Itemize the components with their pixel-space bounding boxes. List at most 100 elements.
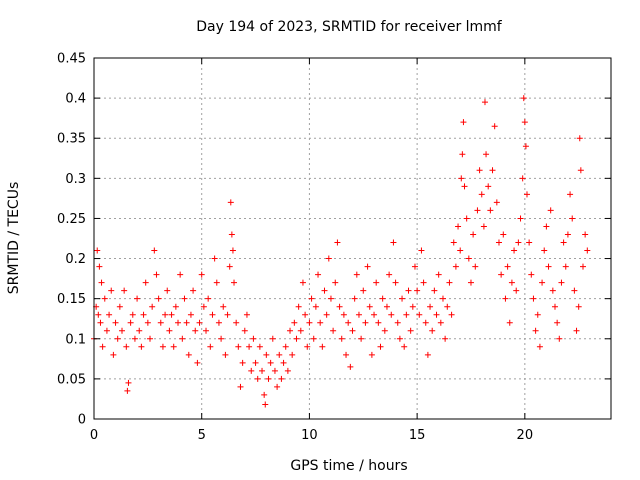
grid: [94, 58, 611, 419]
data-point: [491, 123, 498, 130]
data-point: [252, 359, 259, 366]
data-point: [129, 311, 136, 318]
data-point: [511, 247, 518, 254]
data-point: [476, 167, 483, 174]
data-point: [259, 367, 266, 374]
data-point: [95, 311, 102, 318]
data-point: [99, 343, 106, 350]
x-axis-label: GPS time / hours: [290, 458, 407, 474]
data-point: [340, 311, 347, 318]
data-point: [355, 311, 362, 318]
data-point: [308, 295, 315, 302]
y-tick-label: 0: [78, 413, 86, 428]
data-point: [317, 319, 324, 326]
data-point: [478, 191, 485, 198]
data-point: [520, 95, 527, 102]
data-point: [358, 335, 365, 342]
data-point: [261, 391, 268, 398]
data-point: [203, 327, 210, 334]
data-point: [582, 231, 589, 238]
data-point: [98, 279, 105, 286]
data-point: [125, 379, 132, 386]
data-point: [250, 335, 257, 342]
data-point: [437, 319, 444, 326]
data-point: [239, 359, 246, 366]
data-point: [116, 303, 123, 310]
data-point: [233, 319, 240, 326]
data-point: [513, 287, 520, 294]
data-point: [168, 311, 175, 318]
data-point: [291, 319, 298, 326]
data-point: [211, 255, 218, 262]
data-point: [164, 287, 171, 294]
data-point: [235, 343, 242, 350]
data-point: [571, 287, 578, 294]
data-point: [495, 239, 502, 246]
data-point: [504, 263, 511, 270]
data-point: [271, 367, 278, 374]
data-point: [94, 247, 101, 254]
y-tick-label: 0.05: [57, 372, 86, 387]
data-point: [123, 343, 130, 350]
data-point: [312, 303, 319, 310]
y-tick-label: 0.4: [65, 92, 86, 107]
data-points: [91, 95, 591, 408]
y-tick-label: 0.3: [65, 172, 86, 187]
data-point: [442, 335, 449, 342]
data-point: [532, 327, 539, 334]
data-point: [487, 207, 494, 214]
data-point: [498, 271, 505, 278]
data-point: [418, 247, 425, 254]
plot-frame: [93, 57, 612, 420]
data-point: [138, 343, 145, 350]
data-point: [227, 199, 234, 206]
data-point: [448, 311, 455, 318]
data-point: [521, 119, 528, 126]
data-point: [502, 295, 509, 302]
data-point: [157, 319, 164, 326]
x-tick-label: 20: [517, 428, 534, 443]
data-point: [560, 239, 567, 246]
data-point: [539, 279, 546, 286]
data-point: [373, 279, 380, 286]
x-tick-label: 0: [90, 428, 98, 443]
data-point: [289, 351, 296, 358]
data-point: [452, 263, 459, 270]
data-point: [222, 351, 229, 358]
data-point: [508, 279, 515, 286]
data-point: [405, 287, 412, 294]
data-point: [433, 311, 440, 318]
data-point: [577, 167, 584, 174]
data-point: [343, 351, 350, 358]
data-point: [575, 303, 582, 310]
data-point: [429, 327, 436, 334]
data-point: [124, 387, 131, 394]
y-tick-label: 0.1: [65, 332, 86, 347]
data-point: [153, 271, 160, 278]
data-point: [517, 215, 524, 222]
data-point: [399, 295, 406, 302]
data-point: [543, 223, 550, 230]
data-point: [390, 239, 397, 246]
data-point: [522, 143, 529, 150]
data-point: [569, 215, 576, 222]
data-point: [306, 319, 313, 326]
data-point: [220, 303, 227, 310]
data-point: [304, 343, 311, 350]
data-point: [431, 287, 438, 294]
data-point: [349, 327, 356, 334]
data-point: [338, 335, 345, 342]
data-point: [332, 279, 339, 286]
data-point: [205, 295, 212, 302]
data-point: [110, 351, 117, 358]
data-point: [96, 263, 103, 270]
data-point: [274, 383, 281, 390]
data-point: [375, 319, 382, 326]
data-point: [269, 335, 276, 342]
y-axis-label: SRMTID / TECUs: [6, 182, 22, 295]
data-point: [523, 191, 530, 198]
y-tick-label: 0.2: [65, 252, 86, 267]
data-point: [386, 271, 393, 278]
data-point: [295, 303, 302, 310]
data-point: [140, 311, 147, 318]
